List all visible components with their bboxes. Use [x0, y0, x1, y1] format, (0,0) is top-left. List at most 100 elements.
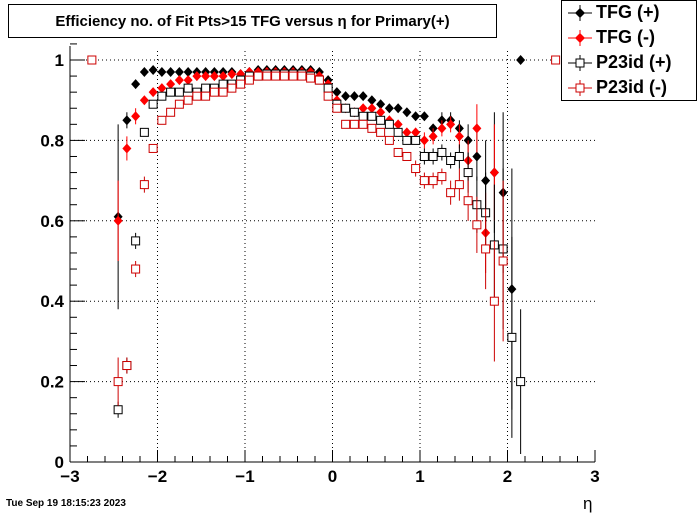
data-point: [192, 71, 202, 82]
data-point: [402, 135, 412, 145]
y-tick-label: 0: [55, 453, 64, 472]
data-point: [516, 55, 526, 65]
data-point: [349, 91, 359, 102]
data-point: [183, 83, 193, 93]
axes: [69, 43, 596, 463]
legend-entry-p23id-minus: P23id (-): [562, 76, 696, 101]
data-point: [139, 67, 149, 78]
data-point: [402, 107, 412, 118]
x-tick-label: 0: [328, 467, 337, 486]
data-point: [367, 111, 377, 121]
y-tick-label: 0.6: [40, 212, 64, 231]
x-tick-label: 2: [503, 467, 512, 486]
data-point: [498, 256, 508, 266]
data-point: [323, 91, 333, 101]
data-point: [358, 111, 368, 121]
data-point: [411, 127, 421, 138]
data-point: [183, 95, 193, 105]
data-point: [393, 103, 403, 114]
data-point: [218, 71, 228, 82]
data-point: [148, 87, 158, 98]
chart-title: Efficiency no. of Fit Pts>15 TFG versus …: [8, 4, 497, 38]
legend-label: P23id (-): [596, 77, 668, 97]
data-point: [341, 91, 351, 102]
data-point: [516, 377, 526, 387]
data-point: [489, 296, 499, 306]
data-point: [166, 87, 176, 97]
data-point: [419, 135, 429, 146]
data-point: [166, 107, 176, 117]
y-tick-label: 1: [55, 51, 64, 70]
data-point: [148, 99, 158, 109]
data-point: [87, 55, 97, 65]
legend-marker-open-square-black: [568, 55, 592, 71]
data-point: [481, 244, 491, 254]
data-point: [183, 67, 193, 78]
data-point: [472, 151, 482, 162]
data-point: [402, 151, 412, 161]
tick-labels: −3 −2 −1 0 1 2 3 0 0.2 0.4 0.6 0.8 1: [40, 51, 599, 486]
data-point: [367, 103, 377, 114]
legend-label: TFG (+): [596, 2, 660, 22]
y-tick-label: 0.8: [40, 131, 64, 150]
data-point: [332, 103, 342, 113]
data-point: [367, 95, 377, 106]
data-point: [411, 111, 421, 122]
data-point: [411, 135, 421, 145]
data-point: [472, 123, 482, 134]
data-point: [166, 67, 176, 78]
data-point: [376, 127, 386, 137]
data-point: [489, 167, 499, 178]
data-point: [201, 91, 211, 101]
data-point: [253, 71, 263, 81]
data-point: [446, 188, 456, 198]
data-point: [472, 220, 482, 230]
data-point: [463, 196, 473, 206]
data-point: [297, 71, 307, 81]
data-point: [122, 361, 132, 371]
series-3: [87, 55, 561, 406]
data-point: [349, 107, 359, 117]
legend-entry-tfg-plus: TFG (+): [562, 1, 696, 26]
data-point: [349, 119, 359, 129]
data-point: [139, 127, 149, 137]
data-point: [148, 65, 158, 76]
data-point: [113, 377, 123, 387]
data-point: [174, 99, 184, 109]
data-point: [288, 71, 298, 81]
data-point: [507, 332, 517, 342]
data-point: [428, 131, 438, 142]
data-point: [437, 147, 447, 157]
data-point: [393, 147, 403, 157]
legend-marker-filled-diamond-black: [568, 5, 592, 21]
series-1: [113, 67, 499, 274]
data-point: [131, 79, 141, 90]
data-point: [113, 405, 123, 415]
data-point: [551, 55, 561, 65]
data-point: [367, 123, 377, 133]
data-point: [428, 151, 438, 161]
legend-entry-p23id-plus: P23id (+): [562, 51, 696, 76]
data-point: [358, 119, 368, 129]
legend-label: P23id (+): [596, 52, 672, 72]
x-tick-label: 3: [590, 467, 599, 486]
data-point: [306, 73, 316, 83]
data-point: [157, 83, 167, 94]
data-point: [218, 87, 228, 97]
data-point: [376, 107, 386, 118]
data-point: [358, 91, 368, 102]
data-point: [209, 87, 219, 97]
data-point: [201, 83, 211, 93]
data-point: [446, 156, 456, 165]
data-point: [166, 79, 176, 90]
legend-entry-tfg-minus: TFG (-): [562, 26, 696, 51]
data-point: [139, 95, 149, 106]
data-point: [323, 83, 333, 93]
data-point: [236, 79, 246, 89]
data-series: [87, 55, 561, 454]
data-point: [262, 71, 272, 81]
data-point: [113, 215, 123, 226]
data-point: [376, 115, 386, 125]
data-point: [437, 123, 447, 134]
y-tick-label: 0.2: [40, 373, 64, 392]
